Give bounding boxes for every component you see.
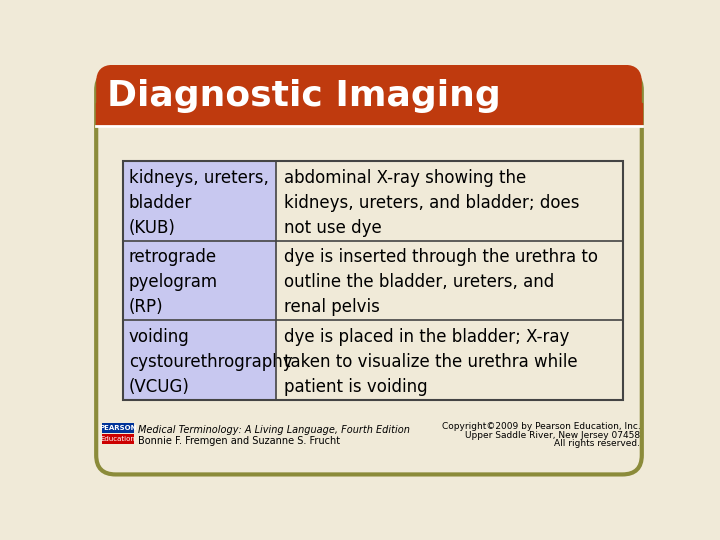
Bar <box>276 161 624 241</box>
Text: Bonnie F. Fremgen and Suzanne S. Frucht: Bonnie F. Fremgen and Suzanne S. Frucht <box>138 436 340 446</box>
FancyBboxPatch shape <box>96 65 642 126</box>
Text: dye is inserted through the urethra to
outline the bladder, ureters, and
renal p: dye is inserted through the urethra to o… <box>284 248 598 316</box>
Bar <box>122 161 624 400</box>
Text: voiding
cystourethrography
(VCUG): voiding cystourethrography (VCUG) <box>129 328 292 396</box>
FancyBboxPatch shape <box>96 71 642 475</box>
Text: PEARSON: PEARSON <box>99 425 137 431</box>
Text: All rights reserved.: All rights reserved. <box>554 439 640 448</box>
Text: Medical Terminology: A Living Language, Fourth Edition: Medical Terminology: A Living Language, … <box>138 425 410 435</box>
Bar <box>102 423 134 433</box>
Text: dye is placed in the bladder; X-ray
taken to visualize the urethra while
patient: dye is placed in the bladder; X-ray take… <box>284 328 577 396</box>
Bar <box>122 320 276 400</box>
Text: Copyright©2009 by Pearson Education, Inc.: Copyright©2009 by Pearson Education, Inc… <box>441 422 640 431</box>
Text: Diagnostic Imaging: Diagnostic Imaging <box>107 79 501 113</box>
Bar <box>122 241 276 320</box>
Bar <box>276 320 624 400</box>
Bar <box>276 241 624 320</box>
Bar <box>102 434 134 444</box>
Text: Upper Saddle River, New Jersey 07458: Upper Saddle River, New Jersey 07458 <box>465 431 640 440</box>
Text: Education: Education <box>101 436 135 442</box>
Text: abdominal X-ray showing the
kidneys, ureters, and bladder; does
not use dye: abdominal X-ray showing the kidneys, ure… <box>284 168 580 237</box>
Text: retrograde
pyelogram
(RP): retrograde pyelogram (RP) <box>129 248 218 316</box>
Text: kidneys, ureters,
bladder
(KUB): kidneys, ureters, bladder (KUB) <box>129 168 269 237</box>
Bar <box>122 161 276 241</box>
